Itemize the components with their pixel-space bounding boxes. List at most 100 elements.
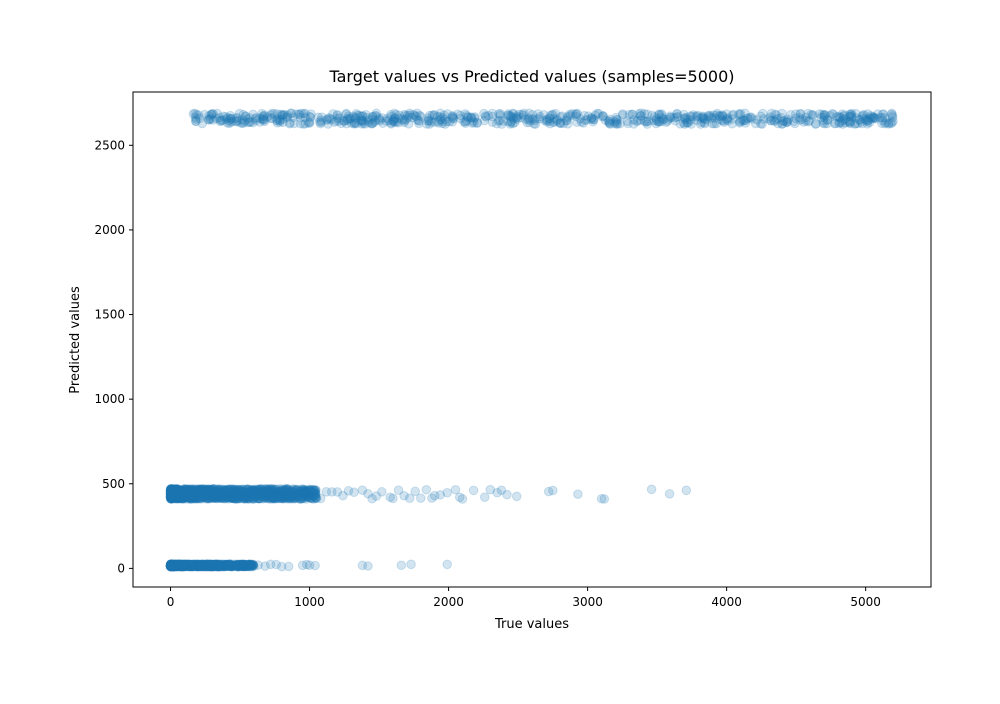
data-point	[220, 560, 230, 571]
data-point	[240, 560, 250, 571]
data-point	[199, 561, 210, 572]
data-point	[830, 118, 841, 129]
data-point	[167, 560, 178, 571]
data-point	[189, 560, 200, 570]
data-point	[245, 559, 256, 570]
data-point	[204, 559, 215, 570]
data-point	[213, 560, 223, 571]
x-tick-label: 3000	[572, 595, 603, 609]
data-point	[173, 560, 184, 571]
data-point	[170, 560, 181, 571]
data-point	[548, 485, 558, 496]
data-point	[187, 561, 198, 571]
data-point	[198, 561, 208, 571]
data-point	[201, 561, 212, 572]
data-point	[771, 114, 782, 125]
data-point	[216, 560, 227, 571]
data-point	[202, 559, 212, 570]
data-point	[203, 561, 213, 572]
data-point	[278, 110, 289, 120]
data-point	[202, 560, 213, 571]
data-point	[221, 560, 232, 571]
data-point	[168, 559, 178, 570]
data-point	[203, 559, 214, 570]
data-point	[210, 561, 220, 571]
data-point	[201, 559, 212, 570]
data-point	[235, 118, 246, 128]
data-point	[169, 560, 180, 570]
data-point	[165, 561, 176, 571]
data-point	[222, 560, 233, 571]
data-point	[180, 560, 191, 571]
data-point	[211, 559, 222, 570]
y-tick-label: 1500	[94, 308, 125, 322]
x-tick-label: 1000	[294, 595, 325, 609]
data-point	[176, 561, 187, 571]
data-point	[181, 561, 191, 572]
data-point	[210, 559, 221, 570]
data-point	[166, 561, 176, 572]
data-point	[184, 560, 195, 571]
data-point	[211, 559, 222, 570]
data-point	[222, 559, 233, 570]
data-points	[165, 108, 898, 572]
data-point	[168, 560, 179, 570]
chart-title: Target values vs Predicted values (sampl…	[328, 67, 734, 86]
data-point	[214, 559, 225, 570]
data-point	[170, 560, 181, 571]
data-point	[191, 561, 201, 572]
data-point	[174, 559, 185, 570]
data-point	[193, 561, 203, 572]
data-point	[877, 109, 888, 119]
data-point	[235, 560, 246, 571]
data-point	[186, 561, 196, 572]
data-point	[192, 560, 203, 571]
data-point	[166, 561, 177, 572]
data-point	[167, 559, 177, 570]
data-point	[259, 110, 270, 120]
data-point	[171, 559, 181, 570]
data-point	[178, 561, 189, 572]
data-point	[232, 560, 243, 570]
data-point	[185, 559, 196, 570]
data-point	[225, 559, 235, 570]
data-point	[498, 116, 509, 126]
data-point	[176, 560, 187, 570]
data-point	[198, 560, 209, 571]
data-point	[207, 561, 218, 571]
data-point	[206, 560, 217, 570]
data-point	[247, 561, 257, 571]
data-point	[224, 560, 235, 571]
x-axis-label: True values	[494, 617, 569, 632]
data-point	[217, 560, 228, 570]
data-point	[167, 560, 177, 570]
data-point	[169, 561, 179, 572]
data-point	[232, 561, 242, 572]
data-point	[198, 559, 208, 570]
data-point	[442, 487, 453, 498]
data-point	[206, 560, 216, 571]
data-point	[169, 560, 179, 570]
data-point	[171, 560, 182, 570]
data-point	[211, 561, 221, 571]
data-point	[241, 560, 252, 570]
data-point	[238, 561, 249, 571]
data-point	[243, 559, 254, 570]
data-point	[196, 559, 206, 570]
data-point	[168, 561, 178, 572]
data-point	[169, 561, 179, 571]
data-point	[187, 560, 197, 571]
data-point	[178, 559, 189, 570]
data-point	[195, 560, 205, 570]
data-point	[187, 560, 198, 571]
data-point	[166, 559, 177, 570]
data-point	[169, 561, 180, 572]
data-point	[246, 560, 256, 570]
data-point	[165, 560, 176, 571]
data-point	[246, 560, 257, 571]
data-point	[166, 561, 177, 571]
data-point	[188, 559, 199, 570]
data-point	[174, 559, 185, 570]
data-point	[218, 559, 229, 570]
data-point	[206, 561, 216, 572]
